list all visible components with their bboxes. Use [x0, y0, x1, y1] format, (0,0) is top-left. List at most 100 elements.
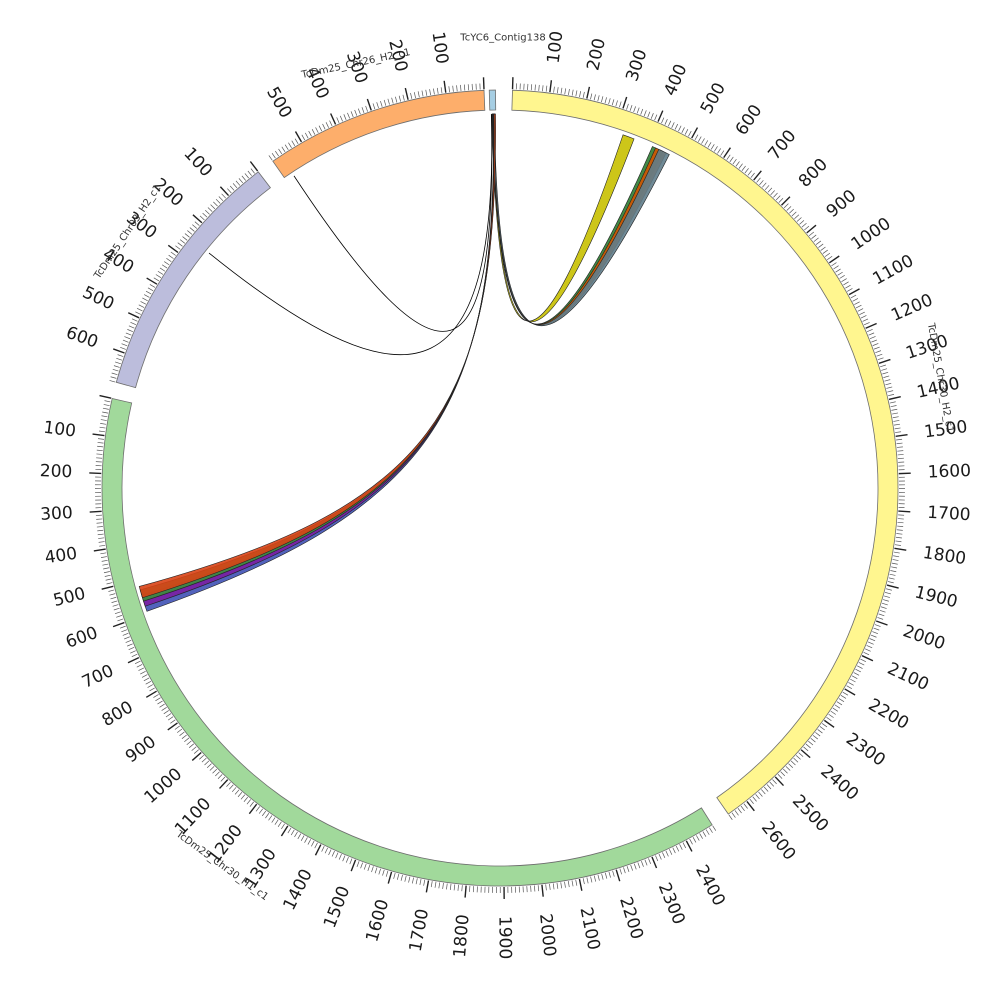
- tick-label: 2200: [865, 695, 912, 734]
- tick-label: 600: [63, 623, 100, 653]
- tick-label: 500: [51, 584, 87, 611]
- major-tick: [746, 800, 755, 812]
- tick-label: 300: [40, 503, 74, 525]
- major-tick: [192, 214, 203, 224]
- ideogram-tcyc6-contig138: [488, 89, 497, 111]
- tick-label: 1900: [494, 916, 514, 959]
- major-tick: [886, 584, 899, 589]
- major-tick: [691, 127, 699, 139]
- ideogram-tcdm25-chr30-h2-c1: [511, 89, 899, 815]
- major-tick: [112, 621, 125, 628]
- major-tick: [895, 434, 908, 437]
- major-tick: [888, 396, 901, 401]
- major-tick: [89, 510, 102, 513]
- major-tick: [898, 510, 911, 513]
- major-tick: [280, 825, 289, 837]
- tick-label: 900: [122, 732, 160, 767]
- major-tick: [685, 840, 693, 852]
- tick-label: 2300: [654, 880, 689, 928]
- major-tick: [330, 113, 337, 125]
- major-tick: [387, 871, 393, 884]
- major-tick: [875, 620, 888, 626]
- major-tick: [425, 880, 430, 893]
- major-tick: [404, 87, 409, 100]
- major-tick: [443, 80, 447, 93]
- major-tick: [541, 884, 544, 897]
- tick-label: 700: [764, 126, 800, 164]
- major-tick: [578, 878, 583, 891]
- tick-label: 500: [79, 283, 117, 315]
- major-tick: [464, 885, 467, 898]
- major-tick: [615, 869, 621, 882]
- major-tick: [146, 277, 158, 285]
- tick-label: 1800: [922, 543, 968, 569]
- major-tick: [753, 170, 762, 181]
- segment-label-tcyc6-contig138: TcYC6_Contig138: [459, 33, 545, 44]
- tick-label: 1700: [406, 907, 433, 953]
- labels-layer: 100 200 300 400 5006007008009001000110012001…: [39, 30, 971, 959]
- tick-label: 300: [622, 47, 651, 84]
- major-tick: [865, 322, 877, 329]
- major-tick: [894, 547, 907, 551]
- ticks-layer: [89, 77, 911, 899]
- major-tick: [167, 722, 178, 731]
- major-tick: [127, 312, 140, 319]
- major-tick: [92, 433, 105, 437]
- major-tick: [861, 655, 874, 662]
- major-tick: [848, 288, 860, 296]
- link-line: [208, 114, 493, 356]
- tick-label: 1200: [888, 290, 936, 326]
- tick-label: 2100: [575, 905, 603, 951]
- major-tick: [101, 585, 114, 590]
- major-tick: [780, 196, 791, 206]
- tick-label: 1700: [927, 503, 971, 525]
- link-ribbon: [138, 113, 496, 599]
- tick-label: 400: [660, 61, 691, 99]
- tick-label: 700: [79, 661, 117, 693]
- major-tick: [93, 548, 106, 552]
- tick-label: 800: [99, 697, 137, 731]
- tick-label: 100: [179, 144, 216, 181]
- major-tick: [651, 856, 658, 869]
- tick-label: 1100: [870, 251, 918, 289]
- tick-label: 1900: [913, 582, 960, 612]
- tick-label: 1800: [450, 914, 474, 959]
- tick-label: 1600: [362, 897, 393, 944]
- tick-label: 600: [63, 323, 100, 353]
- tick-label: 600: [732, 101, 767, 139]
- tick-label: 2000: [900, 621, 947, 654]
- ideogram-tcdm25-chr03-h2-c1: [115, 171, 271, 389]
- ideogram-tcdm25-chr26-h2-c1: [272, 89, 486, 179]
- tick-label: 100: [428, 30, 452, 65]
- major-tick: [828, 255, 840, 264]
- tick-label: 2600: [757, 818, 799, 864]
- major-tick: [844, 688, 856, 696]
- major-tick: [99, 394, 112, 399]
- major-tick: [878, 358, 891, 364]
- link-ribbon: [492, 113, 670, 327]
- tick-label: 2300: [842, 729, 889, 770]
- major-tick: [314, 844, 322, 856]
- minor-ticks-tcdm25-chr03-h2-c1: [109, 168, 255, 383]
- major-tick: [167, 244, 179, 253]
- link-ribbon: [139, 113, 496, 602]
- link-ribbon: [142, 113, 496, 612]
- major-tick: [586, 86, 591, 99]
- ideogram-tcdm25-chr30-h1-c1: [101, 397, 713, 887]
- tick-label: 1400: [279, 866, 316, 914]
- tick-label: 1000: [141, 764, 187, 808]
- major-tick: [248, 803, 258, 815]
- major-tick: [549, 80, 553, 93]
- tick-label: 200: [583, 36, 610, 72]
- major-tick: [366, 98, 372, 111]
- major-tick: [113, 348, 125, 354]
- tick-label: 2400: [816, 761, 862, 804]
- minor-ticks-tcdm25-chr30-h1-c1: [94, 400, 717, 893]
- minor-ticks-tcdm25-chr26-h2-c1: [268, 83, 481, 161]
- tick-label: 2400: [691, 862, 729, 910]
- major-tick: [219, 186, 230, 197]
- major-tick: [723, 147, 732, 158]
- major-tick: [823, 719, 835, 728]
- major-tick: [249, 161, 259, 172]
- tick-label: 100: [544, 30, 568, 65]
